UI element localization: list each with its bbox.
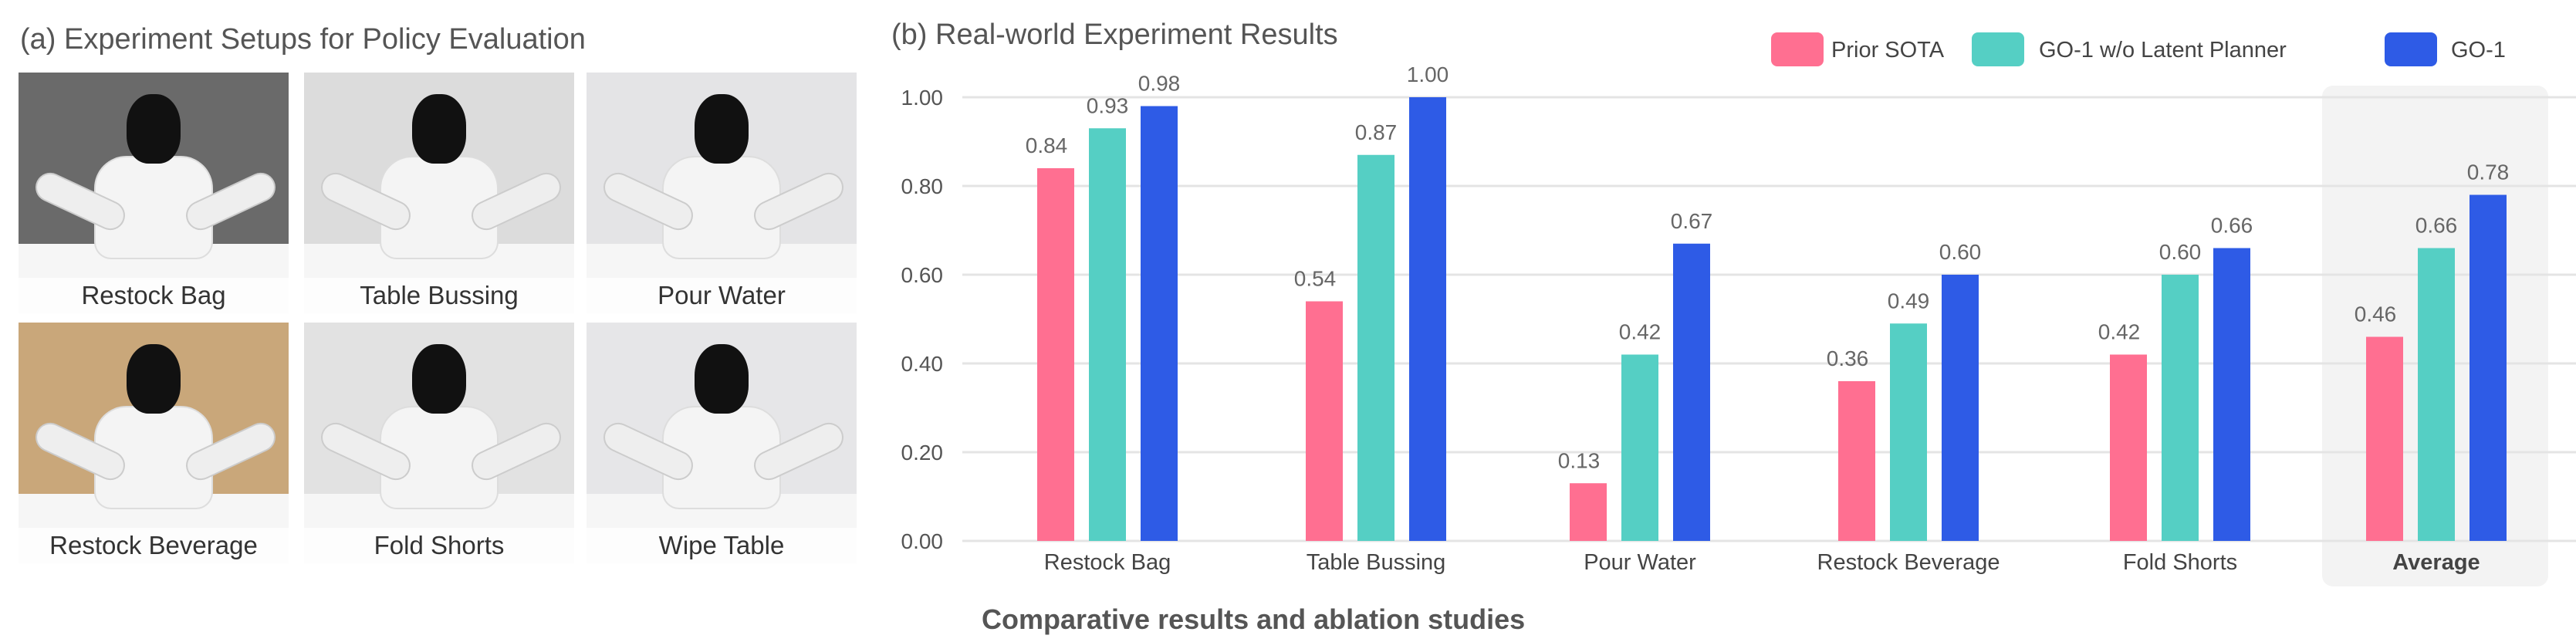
robot-head	[695, 344, 749, 414]
experiment-photo: Pour Water	[587, 73, 857, 313]
robot-head	[127, 94, 181, 164]
data-label: 0.78	[2467, 160, 2510, 184]
bar-prior-sota	[1306, 301, 1343, 541]
legend-label: GO-1	[2451, 38, 2506, 63]
data-label: 0.60	[2159, 240, 2202, 264]
x-tick-label: Table Bussing	[1307, 550, 1446, 575]
data-label: 0.66	[2415, 214, 2458, 238]
data-label: 1.00	[1407, 63, 1449, 86]
data-label: 0.49	[1888, 289, 1930, 313]
bar-go-1-w-o-latent-planner	[1089, 128, 1126, 541]
bar-go-1-w-o-latent-planner	[1621, 354, 1658, 541]
y-tick-label: 0.80	[901, 174, 944, 198]
robot-head	[412, 94, 466, 164]
experiment-photo: Wipe Table	[587, 323, 857, 563]
y-tick-label: 0.40	[901, 352, 944, 376]
bar-go-1-w-o-latent-planner	[1890, 323, 1927, 541]
chart-title: (b) Real-world Experiment Results	[891, 19, 1338, 51]
panel-a-title: (a) Experiment Setups for Policy Evaluat…	[20, 23, 586, 56]
x-tick-label: Pour Water	[1584, 550, 1696, 575]
data-label: 0.66	[2211, 214, 2253, 238]
photo-label: Restock Beverage	[19, 528, 289, 563]
bar-prior-sota	[2366, 336, 2403, 541]
bar-prior-sota	[1838, 381, 1875, 541]
legend-label: GO-1 w/o Latent Planner	[2039, 38, 2287, 63]
data-label: 0.54	[1294, 267, 1337, 291]
x-tick-label: Restock Beverage	[1817, 550, 2000, 575]
data-label: 0.60	[1939, 240, 1982, 264]
bar-prior-sota	[1570, 483, 1607, 541]
robot-head	[695, 94, 749, 164]
photo-label: Wipe Table	[587, 528, 857, 563]
bar-go-1-w-o-latent-planner	[1357, 154, 1394, 541]
photo-label: Restock Bag	[19, 278, 289, 313]
bar-go-1	[1673, 243, 1710, 541]
data-label: 0.87	[1355, 120, 1398, 144]
bar-go-1	[2470, 194, 2507, 541]
photo-label: Table Bussing	[304, 278, 574, 313]
bar-go-1	[1141, 106, 1178, 541]
data-label: 0.84	[1026, 133, 1068, 157]
experiment-photo: Restock Bag	[19, 73, 289, 313]
photo-label: Fold Shorts	[304, 528, 574, 563]
data-label: 0.67	[1671, 209, 1713, 233]
y-tick-label: 0.20	[901, 441, 944, 465]
data-label: 0.42	[2098, 320, 2141, 344]
bar-go-1	[2213, 248, 2250, 541]
y-tick-label: 0.00	[901, 529, 944, 553]
data-label: 0.98	[1138, 72, 1181, 96]
bar-prior-sota	[1037, 168, 1074, 541]
bar-go-1-w-o-latent-planner	[2418, 248, 2455, 541]
x-tick-label: Average	[2392, 550, 2480, 575]
legend-label: Prior SOTA	[1831, 38, 1945, 63]
bar-prior-sota	[2110, 354, 2147, 541]
y-tick-label: 0.60	[901, 263, 944, 287]
legend-swatch	[1771, 32, 1824, 66]
data-label: 0.93	[1087, 93, 1129, 117]
photo-label: Pour Water	[587, 278, 857, 313]
data-label: 0.46	[2355, 302, 2397, 326]
legend-swatch	[1972, 32, 2024, 66]
figure-caption: Comparative results and ablation studies	[982, 603, 1526, 635]
robot-head	[127, 344, 181, 414]
data-label: 0.36	[1827, 346, 1869, 370]
robot-head	[412, 344, 466, 414]
legend-swatch	[2385, 32, 2437, 66]
data-label: 0.13	[1558, 448, 1601, 472]
experiment-photo: Table Bussing	[304, 73, 574, 313]
experiment-photo: Fold Shorts	[304, 323, 574, 563]
x-tick-label: Fold Shorts	[2123, 550, 2237, 575]
x-tick-label: Restock Bag	[1044, 550, 1171, 575]
experiment-photo: Restock Beverage	[19, 323, 289, 563]
bar-go-1-w-o-latent-planner	[2162, 275, 2199, 541]
bar-go-1	[1409, 97, 1446, 541]
data-label: 0.42	[1619, 320, 1662, 344]
y-tick-label: 1.00	[901, 86, 944, 110]
bar-go-1	[1942, 275, 1979, 541]
